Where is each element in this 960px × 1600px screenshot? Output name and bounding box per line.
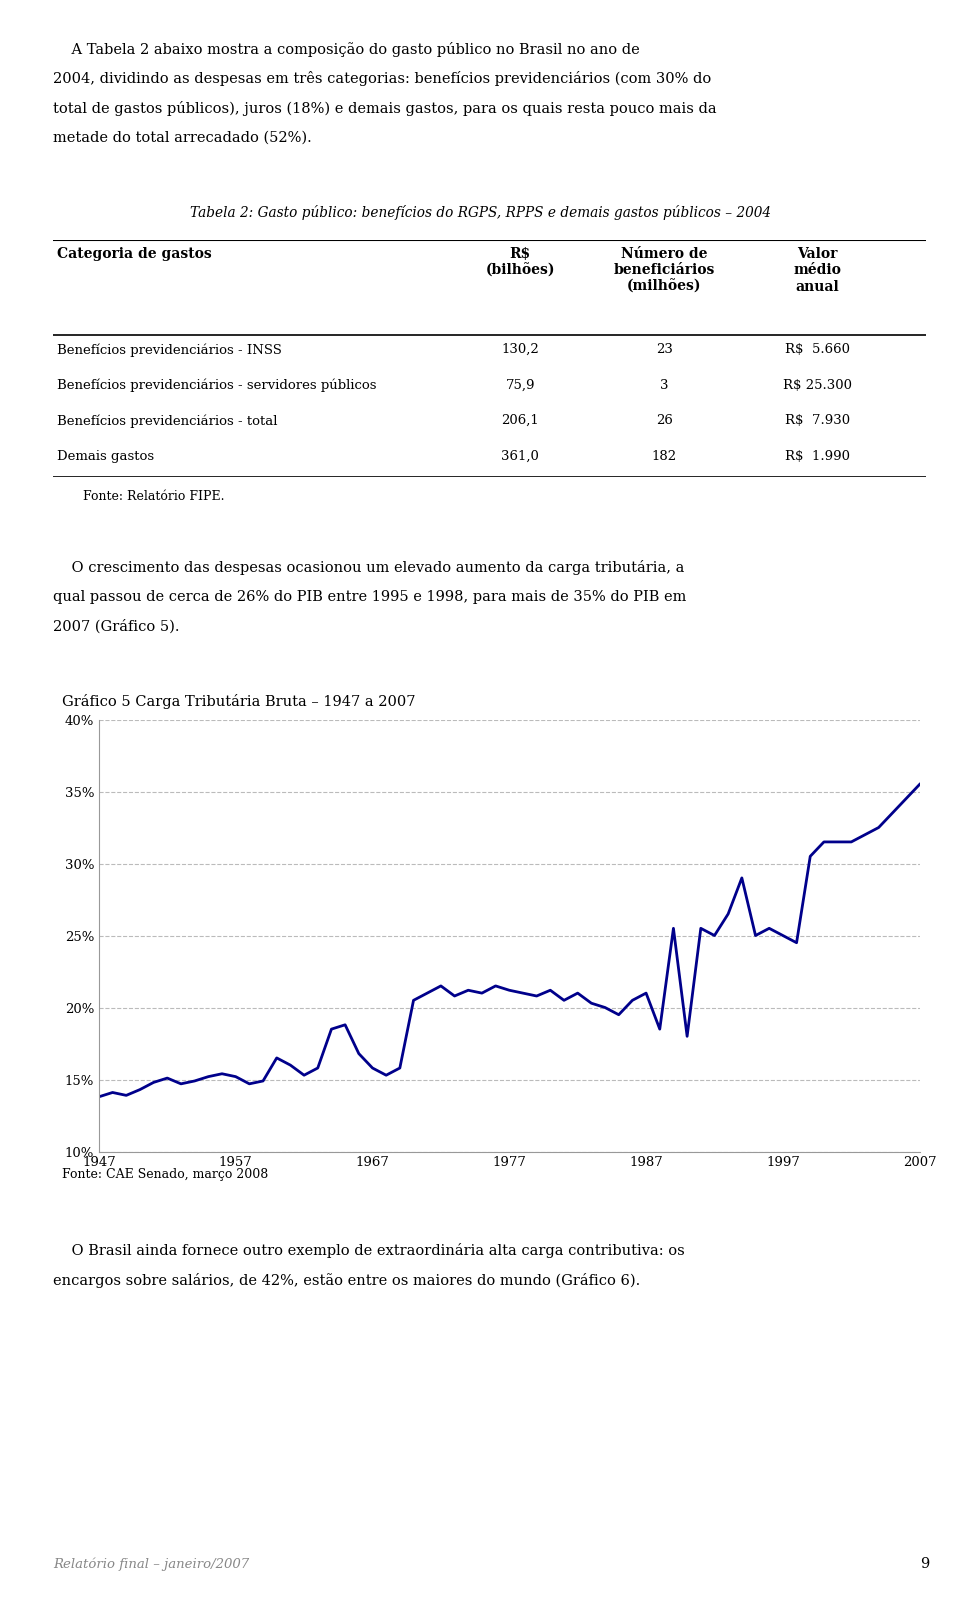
Text: R$  1.990: R$ 1.990 [784,450,850,462]
Text: A Tabela 2 abaixo mostra a composição do gasto público no Brasil no ano de: A Tabela 2 abaixo mostra a composição do… [53,42,639,56]
Text: 26: 26 [656,414,673,427]
Text: 9: 9 [920,1557,929,1571]
Text: O Brasil ainda fornece outro exemplo de extraordinária alta carga contributiva: : O Brasil ainda fornece outro exemplo de … [53,1243,684,1258]
Text: Número de
beneficiários
(milhões): Número de beneficiários (milhões) [613,246,715,294]
Text: Relatório final – janeiro/2007: Relatório final – janeiro/2007 [53,1558,249,1571]
Text: 130,2: 130,2 [501,342,540,357]
Text: 182: 182 [652,450,677,462]
Text: Gráfico 5 Carga Tributária Bruta – 1947 a 2007: Gráfico 5 Carga Tributária Bruta – 1947 … [62,694,416,709]
Text: 361,0: 361,0 [501,450,540,462]
Text: 23: 23 [656,342,673,357]
Text: total de gastos públicos), juros (18%) e demais gastos, para os quais resta pouc: total de gastos públicos), juros (18%) e… [53,101,716,115]
Text: Valor
médio
anual: Valor médio anual [793,246,841,293]
Text: R$
(bilhões): R$ (bilhões) [486,246,555,277]
Text: encargos sobre salários, de 42%, estão entre os maiores do mundo (Gráfico 6).: encargos sobre salários, de 42%, estão e… [53,1272,640,1288]
Text: 3: 3 [660,379,668,392]
Text: Benefícios previdenciários - INSS: Benefícios previdenciários - INSS [58,342,282,357]
Text: R$  5.660: R$ 5.660 [784,342,850,357]
Text: 2004, dividindo as despesas em três categorias: benefícios previdenciários (com : 2004, dividindo as despesas em três cate… [53,70,711,86]
Text: Demais gastos: Demais gastos [58,450,155,462]
Text: metade do total arrecadado (52%).: metade do total arrecadado (52%). [53,130,312,144]
Text: R$ 25.300: R$ 25.300 [782,379,852,392]
Text: Benefícios previdenciários - servidores públicos: Benefícios previdenciários - servidores … [58,379,376,392]
Text: Fonte: Relatório FIPE.: Fonte: Relatório FIPE. [67,490,225,502]
Text: 2007 (Gráfico 5).: 2007 (Gráfico 5). [53,619,180,634]
Text: qual passou de cerca de 26% do PIB entre 1995 e 1998, para mais de 35% do PIB em: qual passou de cerca de 26% do PIB entre… [53,590,686,603]
Text: 206,1: 206,1 [501,414,540,427]
Text: Benefícios previdenciários - total: Benefícios previdenciários - total [58,414,277,427]
Text: O crescimento das despesas ocasionou um elevado aumento da carga tributária, a: O crescimento das despesas ocasionou um … [53,560,684,576]
Text: R$  7.930: R$ 7.930 [784,414,850,427]
Text: Fonte: CAE Senado, março 2008: Fonte: CAE Senado, março 2008 [62,1168,269,1181]
Text: Tabela 2: Gasto público: benefícios do RGPS, RPPS e demais gastos públicos – 200: Tabela 2: Gasto público: benefícios do R… [189,205,771,219]
Text: Categoria de gastos: Categoria de gastos [58,246,212,261]
Text: 75,9: 75,9 [505,379,535,392]
